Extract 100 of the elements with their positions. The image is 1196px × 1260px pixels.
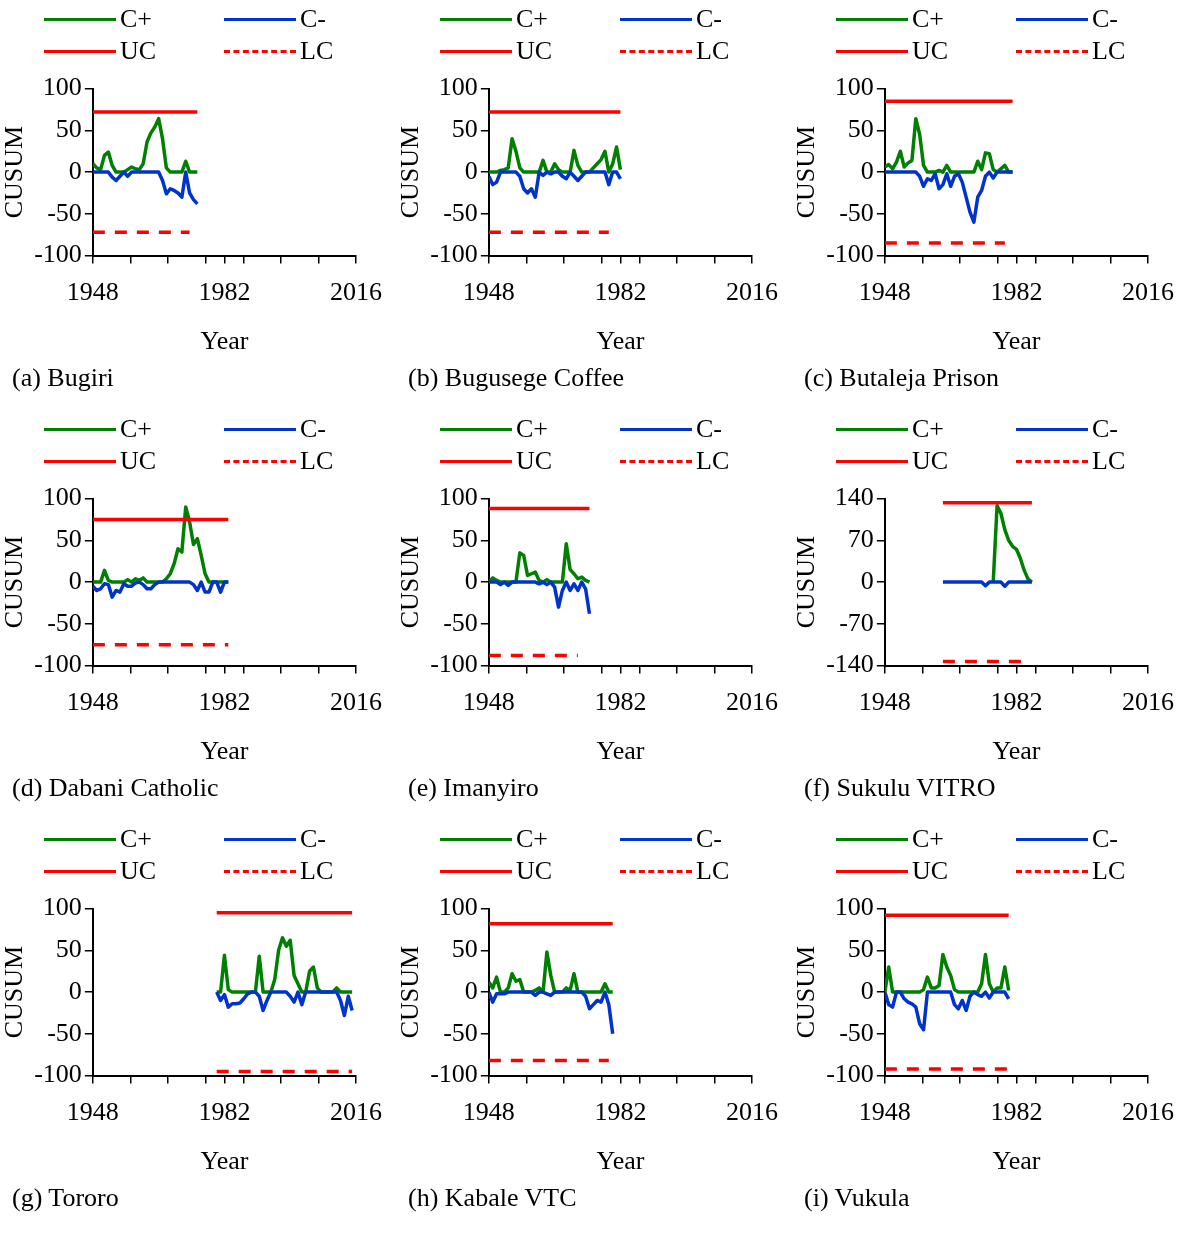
x-tick-label: 1982 xyxy=(198,687,251,717)
legend-label: C- xyxy=(300,414,326,444)
x-tick-label: 1948 xyxy=(462,687,515,717)
x-tick-label: 1948 xyxy=(66,277,119,307)
legend-label: C+ xyxy=(516,4,549,34)
y-axis-title: CUSUM xyxy=(0,945,29,1039)
legend-label: C+ xyxy=(120,4,153,34)
legend-label: LC xyxy=(1092,446,1126,476)
x-tick-label: 1982 xyxy=(990,277,1043,307)
legend-label: LC xyxy=(300,36,334,66)
y-tick-label: 50 xyxy=(451,934,478,964)
y-tick-label: 50 xyxy=(847,114,874,144)
y-axis-title: CUSUM xyxy=(791,535,821,629)
x-axis-title: Year xyxy=(596,326,645,356)
y-tick-label: 140 xyxy=(834,482,874,512)
x-tick-label: 2016 xyxy=(726,277,778,307)
legend-label: C- xyxy=(300,824,326,854)
legend-label: UC xyxy=(120,36,157,66)
y-tick-label: 100 xyxy=(42,72,82,102)
y-tick-label: -100 xyxy=(34,1059,82,1089)
y-tick-label: 100 xyxy=(438,892,478,922)
y-tick-label: -100 xyxy=(430,1059,478,1089)
y-axis-title: CUSUM xyxy=(791,125,821,219)
x-axis-title: Year xyxy=(596,1146,645,1176)
y-tick-label: -100 xyxy=(34,239,82,269)
y-tick-label: 0 xyxy=(464,975,478,1005)
legend-label: LC xyxy=(1092,856,1126,886)
legend-label: UC xyxy=(912,856,949,886)
legend-label: C- xyxy=(696,414,722,444)
legend-label: C+ xyxy=(912,824,945,854)
legend-label: UC xyxy=(516,446,553,476)
y-tick-label: -100 xyxy=(34,649,82,679)
x-tick-label: 2016 xyxy=(330,687,382,717)
x-tick-label: 1948 xyxy=(66,687,119,717)
legend-label: C- xyxy=(1092,4,1118,34)
y-tick-label: 100 xyxy=(438,72,478,102)
y-tick-label: 0 xyxy=(464,155,478,185)
x-tick-label: 2016 xyxy=(330,277,382,307)
x-tick-label: 1948 xyxy=(858,687,911,717)
y-tick-label: 100 xyxy=(42,482,82,512)
text: (g) Tororo xyxy=(11,1182,120,1214)
legend-label: C- xyxy=(1092,824,1118,854)
legend-label: UC xyxy=(516,36,553,66)
x-tick-label: 1982 xyxy=(594,277,647,307)
y-tick-label: 0 xyxy=(860,565,874,595)
legend-label: C+ xyxy=(912,4,945,34)
y-tick-label: 0 xyxy=(860,975,874,1005)
text: (f) Sukulu VITRO xyxy=(803,772,997,804)
y-tick-label: 50 xyxy=(847,934,874,964)
x-tick-label: 2016 xyxy=(726,1097,778,1127)
y-tick-label: 50 xyxy=(451,114,478,144)
legend-label: C- xyxy=(300,4,326,34)
y-tick-label: 0 xyxy=(68,975,82,1005)
x-tick-label: 2016 xyxy=(1122,1097,1174,1127)
y-tick-label: 0 xyxy=(860,155,874,185)
x-tick-label: 1982 xyxy=(990,687,1043,717)
y-tick-label: -50 xyxy=(47,1017,82,1047)
legend-label: UC xyxy=(120,446,157,476)
y-tick-label: -50 xyxy=(839,197,874,227)
y-tick-label: 100 xyxy=(438,482,478,512)
y-tick-label: -50 xyxy=(47,197,82,227)
legend-label: C+ xyxy=(516,414,549,444)
legend-label: UC xyxy=(120,856,157,886)
y-axis-title: CUSUM xyxy=(395,945,425,1039)
y-tick-label: -50 xyxy=(47,607,82,637)
y-tick-label: -100 xyxy=(430,239,478,269)
x-tick-label: 1948 xyxy=(858,1097,911,1127)
y-tick-label: -100 xyxy=(826,1059,874,1089)
x-tick-label: 2016 xyxy=(1122,277,1174,307)
legend-label: LC xyxy=(696,446,730,476)
legend-label: LC xyxy=(300,856,334,886)
y-axis-title: CUSUM xyxy=(395,125,425,219)
y-tick-label: 0 xyxy=(68,155,82,185)
x-tick-label: 2016 xyxy=(330,1097,382,1127)
x-axis-title: Year xyxy=(992,736,1041,766)
legend-label: LC xyxy=(696,856,730,886)
x-axis-title: Year xyxy=(200,1146,249,1176)
x-axis-title: Year xyxy=(992,326,1041,356)
legend-label: C+ xyxy=(120,414,153,444)
legend-label: LC xyxy=(1092,36,1126,66)
legend-label: C+ xyxy=(912,414,945,444)
y-tick-label: 100 xyxy=(42,892,82,922)
x-tick-label: 1948 xyxy=(462,1097,515,1127)
y-tick-label: 50 xyxy=(55,934,82,964)
y-tick-label: -140 xyxy=(826,649,874,679)
legend-label: C+ xyxy=(516,824,549,854)
y-tick-label: -50 xyxy=(443,1017,478,1047)
y-axis-title: CUSUM xyxy=(0,125,29,219)
x-tick-label: 1982 xyxy=(990,1097,1043,1127)
legend-label: LC xyxy=(696,36,730,66)
x-tick-label: 1982 xyxy=(594,687,647,717)
x-tick-label: 2016 xyxy=(1122,687,1174,717)
y-tick-label: 50 xyxy=(55,114,82,144)
x-axis-title: Year xyxy=(596,736,645,766)
legend-label: LC xyxy=(300,446,334,476)
text: (a) Bugiri xyxy=(11,362,115,394)
legend-label: C- xyxy=(696,824,722,854)
text: (b) Bugusege Coffee xyxy=(407,362,626,394)
x-axis-title: Year xyxy=(992,1146,1041,1176)
y-tick-label: 0 xyxy=(464,565,478,595)
